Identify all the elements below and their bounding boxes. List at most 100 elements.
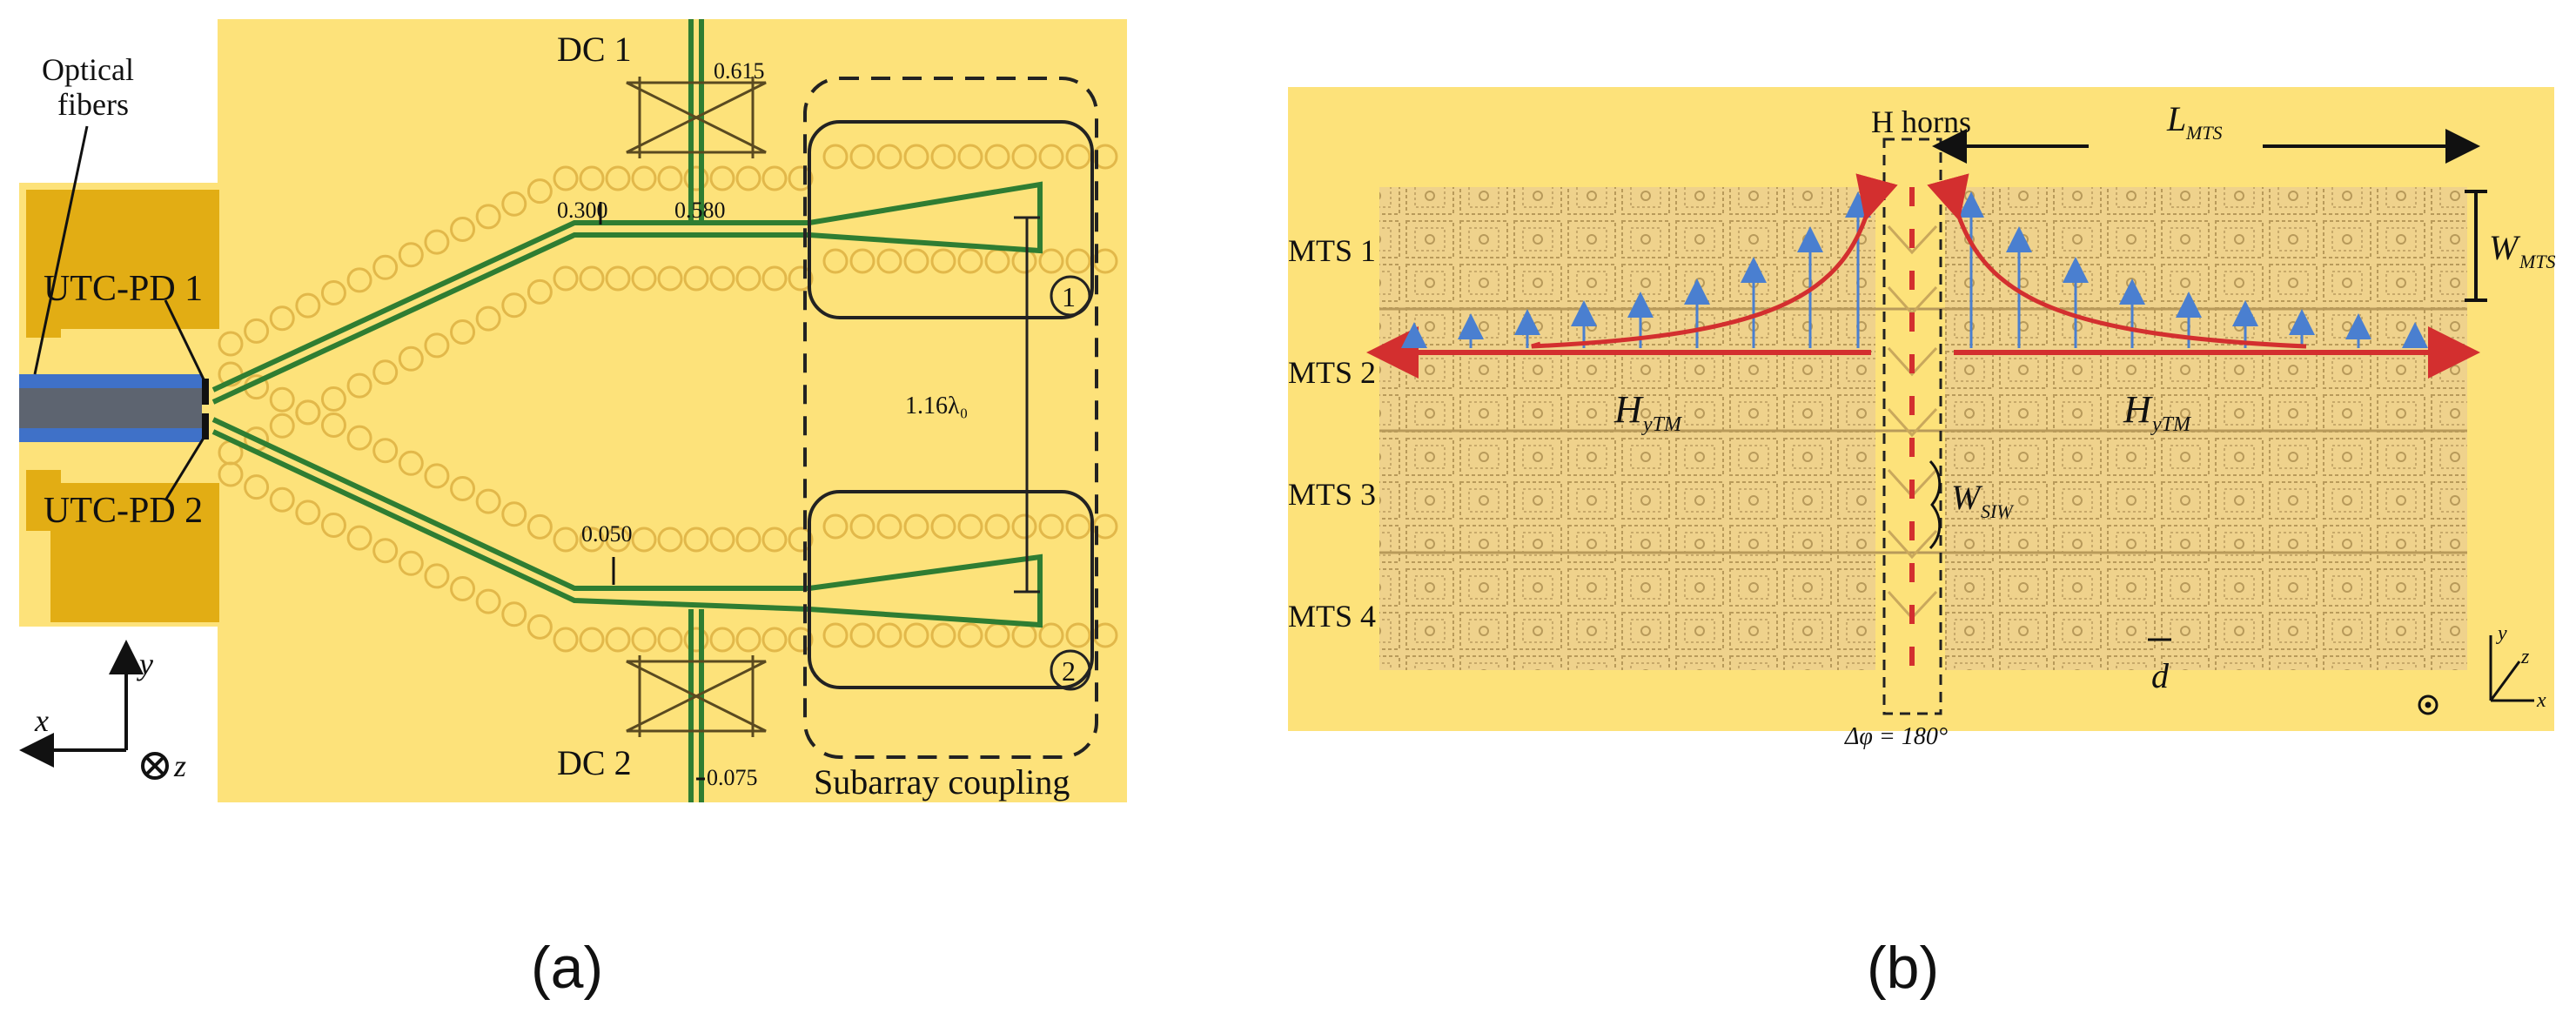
label-h-ytm-left-sub: yTM xyxy=(1641,413,1683,436)
via xyxy=(346,425,372,451)
label-h-ytm-right-sub: yTM xyxy=(2150,413,2192,436)
via xyxy=(849,248,875,274)
via xyxy=(957,622,983,648)
via xyxy=(1065,513,1091,540)
label-utc-pd-2: UTC-PD 2 xyxy=(44,491,203,531)
pd-contact-2 xyxy=(202,413,209,439)
via xyxy=(683,165,709,191)
via xyxy=(527,278,553,305)
via xyxy=(903,248,929,274)
via xyxy=(903,513,929,540)
label-h-horns: H horns xyxy=(1871,104,1971,139)
via xyxy=(849,144,875,170)
via xyxy=(876,248,902,274)
label-h-ytm-right: H xyxy=(2123,388,2153,431)
axis-a-y: y xyxy=(137,647,153,681)
via xyxy=(849,622,875,648)
via xyxy=(631,265,657,292)
via xyxy=(683,627,709,653)
via xyxy=(398,242,424,268)
field-arrows xyxy=(1401,191,2428,348)
via xyxy=(269,305,295,332)
subarray-box-2 xyxy=(808,490,1094,689)
label-port2: 2 xyxy=(1062,655,1076,687)
label-fibers: fibers xyxy=(57,87,129,122)
dc2-structure xyxy=(626,655,767,737)
via xyxy=(553,627,579,653)
via xyxy=(984,144,1010,170)
via xyxy=(735,165,761,191)
subarray-box-1 xyxy=(808,120,1094,319)
via xyxy=(244,318,270,344)
fiber-core xyxy=(19,388,202,428)
via xyxy=(683,265,709,292)
via xyxy=(683,527,709,553)
label-d: d xyxy=(2151,656,2170,695)
via xyxy=(822,144,849,170)
via xyxy=(398,450,424,476)
via xyxy=(1011,513,1037,540)
via xyxy=(1038,248,1064,274)
via xyxy=(788,265,814,292)
via xyxy=(527,614,553,640)
via xyxy=(501,501,527,527)
via xyxy=(761,627,788,653)
label-0075: 0.075 xyxy=(707,765,758,790)
label-mts1: MTS 1 xyxy=(1288,233,1376,268)
via xyxy=(269,486,295,513)
label-w-siw: W xyxy=(1951,478,1983,517)
via xyxy=(876,622,902,648)
via xyxy=(450,319,476,345)
via xyxy=(320,412,346,438)
axis-b-x: x xyxy=(2536,689,2546,712)
via xyxy=(903,144,929,170)
via xyxy=(398,550,424,576)
pd1-pointer xyxy=(164,299,207,384)
via xyxy=(735,527,761,553)
via xyxy=(424,229,450,255)
mts-row-dividers xyxy=(1379,307,2467,554)
via xyxy=(631,627,657,653)
via xyxy=(475,305,501,332)
via xyxy=(631,165,657,191)
pd-metal-top2 xyxy=(50,277,219,329)
subarray-dashed-box xyxy=(803,77,1098,759)
via xyxy=(320,280,346,306)
via xyxy=(398,345,424,372)
fiber-pointer xyxy=(33,125,89,375)
via xyxy=(761,265,788,292)
label-h-ytm-left: H xyxy=(1613,388,1644,431)
via xyxy=(372,538,399,564)
via xyxy=(709,265,735,292)
via xyxy=(579,527,605,553)
via xyxy=(957,144,983,170)
via xyxy=(475,204,501,230)
via xyxy=(527,178,553,205)
via xyxy=(579,165,605,191)
w-siw-brace xyxy=(1929,459,1942,550)
label-0300: 0.300 xyxy=(557,198,608,223)
mts-array-left xyxy=(1379,187,1875,670)
via xyxy=(761,165,788,191)
substrate-a xyxy=(218,19,1127,802)
label-utc-pd-1: UTC-PD 1 xyxy=(44,269,203,309)
via xyxy=(1065,248,1091,274)
via xyxy=(1011,144,1037,170)
pd-metal-top xyxy=(26,190,219,277)
decay-curve-left xyxy=(1531,173,1898,349)
label-dc2: DC 2 xyxy=(557,743,632,782)
caption-a: (a) xyxy=(531,935,603,1001)
via xyxy=(735,627,761,653)
via xyxy=(631,527,657,553)
via xyxy=(450,476,476,502)
via xyxy=(984,513,1010,540)
caption-b: (b) xyxy=(1867,935,1939,1001)
via xyxy=(605,165,631,191)
via xyxy=(320,386,346,412)
via xyxy=(761,527,788,553)
label-0580: 0.580 xyxy=(674,198,726,223)
via xyxy=(295,292,321,319)
dc1-structure xyxy=(626,77,767,158)
